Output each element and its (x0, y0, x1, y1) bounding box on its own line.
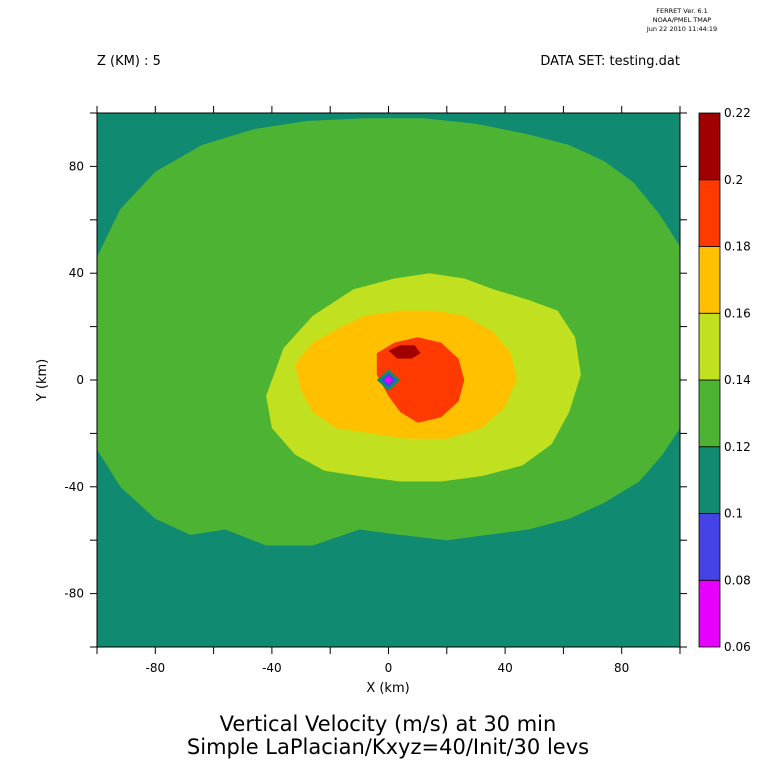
dataset-label: DATA SET: testing.dat (540, 54, 680, 69)
contour-region-5 (388, 345, 421, 359)
colorbar-level-label: 0.2 (724, 173, 743, 187)
x-tick-label: 0 (385, 661, 393, 675)
colorbar-swatch (698, 112, 721, 181)
x-axis-label: X (km) (366, 681, 409, 696)
colorbar-swatch (698, 179, 721, 247)
colorbar-level-label: 0.08 (724, 573, 751, 587)
y-tick-label: 80 (69, 159, 84, 173)
colorbar-level-label: 0.12 (724, 440, 751, 454)
plot-title-line2: Simple LaPlacian/Kxyz=40/Init/30 levs (187, 735, 589, 759)
ferret-stamp-line3: Jun 22 2010 11:44:19 (646, 25, 717, 33)
y-axis-label: Y (km) (35, 359, 50, 402)
y-tick-label: 0 (76, 373, 84, 387)
x-tick-label: -80 (145, 661, 165, 675)
y-tick-label: 40 (69, 266, 84, 280)
ferret-stamp-line2: NOAA/PMEL TMAP (653, 16, 711, 24)
colorbar-swatch (698, 379, 721, 448)
colorbar-swatch (698, 246, 721, 314)
colorbar-level-label: 0.16 (724, 306, 751, 320)
y-tick-label: -80 (64, 587, 84, 601)
contour-region-4 (376, 337, 465, 423)
colorbar-level-label: 0.18 (724, 240, 751, 254)
colorbar-level-label: 0.1 (724, 507, 743, 521)
axes: -80 -40 0 40 80 80 40 0 -40 -80 (64, 106, 687, 675)
colorbar-swatch (698, 312, 721, 381)
colorbar-swatch (698, 513, 721, 581)
colorbar-level-label: 0.14 (724, 373, 751, 387)
plot-title-line1: Vertical Velocity (m/s) at 30 min (220, 712, 557, 736)
y-tick-label: -40 (64, 480, 84, 494)
colorbar-level-label: 0.06 (724, 640, 751, 654)
colorbar: 0.06 0.08 0.1 0.12 0.14 0.16 0.18 0.2 0.22 (698, 106, 751, 654)
z-level-label: Z (KM) : 5 (97, 54, 161, 69)
x-tick-label: -40 (262, 661, 282, 675)
x-tick-label: 80 (614, 661, 629, 675)
contour-region-8 (384, 376, 393, 384)
colorbar-swatch (698, 579, 721, 648)
colorbar-swatch (698, 446, 721, 514)
ferret-stamp-line1: FERRET Ver. 6.1 (656, 7, 708, 15)
colorbar-level-label: 0.22 (724, 106, 751, 120)
x-tick-label: 40 (497, 661, 512, 675)
contour-plot-area (97, 113, 680, 647)
